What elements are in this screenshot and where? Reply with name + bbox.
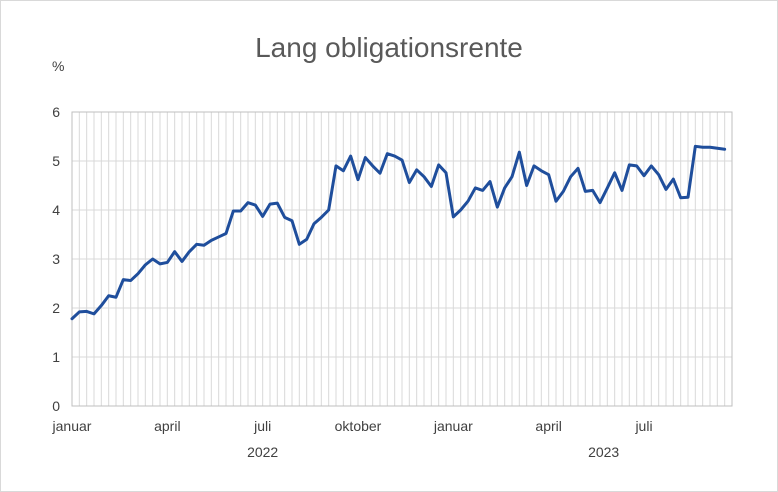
- x-tick-label: juli: [253, 418, 271, 434]
- chart-title: Lang obligationsrente: [255, 32, 523, 63]
- x-year-label: 2023: [588, 444, 619, 460]
- y-tick-label: 6: [52, 104, 60, 120]
- y-tick-label: 1: [52, 349, 60, 365]
- x-tick-label: april: [535, 418, 561, 434]
- y-tick-label: 4: [52, 202, 60, 218]
- x-tick-label: januar: [433, 418, 473, 434]
- x-year-label: 2022: [247, 444, 278, 460]
- y-axis-unit-label: %: [52, 58, 65, 74]
- x-tick-label: juli: [634, 418, 652, 434]
- series-line: [70, 144, 727, 321]
- y-tick-label: 2: [52, 300, 60, 316]
- x-tick-label: januar: [52, 418, 92, 434]
- y-tick-label: 3: [52, 251, 60, 267]
- y-tick-label: 0: [52, 398, 60, 414]
- x-tick-label: oktober: [335, 418, 382, 434]
- x-tick-label: april: [154, 418, 180, 434]
- y-tick-label: 5: [52, 153, 60, 169]
